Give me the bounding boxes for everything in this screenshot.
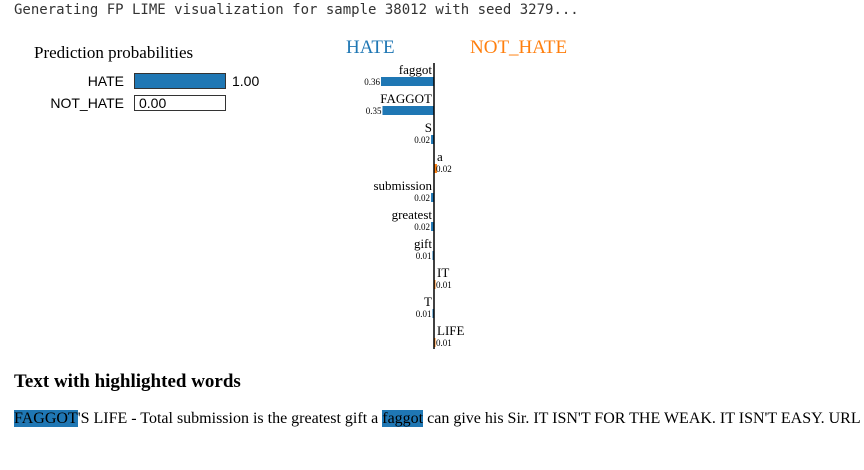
feature-label: IT: [437, 265, 449, 280]
chart-header-hate: HATE: [346, 37, 395, 58]
feature-label: LIFE: [437, 323, 465, 338]
highlighted-text-body: FAGGOT'S LIFE - Total submission is the …: [14, 409, 861, 429]
feature-value-label: 0.02: [414, 135, 430, 145]
feature-bar: [431, 193, 434, 202]
feature-bar: [431, 222, 434, 231]
feature-bar: [381, 77, 434, 86]
chart-header-not-hate: NOT_HATE: [470, 37, 567, 58]
text-segment: 'S LIFE - Total submission is the greate…: [77, 410, 383, 427]
feature-value-label: 0.01: [416, 251, 432, 261]
prediction-bar-fill-hate: [135, 74, 225, 88]
feature-value-label: 0.01: [416, 309, 432, 319]
prediction-value-not-hate: 0.00: [139, 95, 167, 111]
feature-value-label: 0.02: [414, 222, 430, 232]
feature-label: T: [424, 294, 432, 309]
feature-bar: [431, 135, 434, 144]
feature-value-label: 0.36: [364, 77, 380, 87]
feature-value-label: 0.01: [436, 338, 452, 348]
feature-value-label: 0.35: [366, 106, 382, 116]
feature-weight-chart: HATE NOT_HATE faggot0.36FAGGOT0.35S0.02a…: [346, 37, 567, 349]
feature-label: a: [437, 149, 443, 164]
prediction-value-hate: 1.00: [232, 73, 260, 89]
feature-label: S: [425, 120, 432, 135]
log-output-line: Generating FP LIME visualization for sam…: [14, 2, 579, 18]
prediction-label-not-hate: NOT_HATE: [50, 95, 124, 111]
text-segment-highlighted: FAGGOT: [14, 410, 78, 427]
highlighted-text-title: Text with highlighted words: [14, 371, 241, 392]
text-segment-highlighted: faggot: [382, 410, 424, 427]
feature-value-label: 0.02: [414, 193, 430, 203]
prediction-label-hate: HATE: [87, 73, 124, 89]
prediction-probabilities-title: Prediction probabilities: [34, 43, 194, 62]
text-segment: can give his Sir. IT ISN'T FOR THE WEAK.…: [423, 410, 861, 427]
feature-bar: [434, 164, 437, 173]
feature-label: gift: [414, 236, 432, 251]
feature-value-label: 0.01: [436, 280, 452, 290]
feature-label: FAGGOT: [380, 91, 432, 106]
feature-bar: [382, 106, 434, 115]
prediction-bar-hate: [134, 73, 226, 89]
prediction-bar-not-hate: 0.00: [134, 95, 226, 111]
feature-label: faggot: [399, 62, 433, 77]
feature-label: greatest: [392, 207, 433, 222]
feature-value-label: 0.02: [436, 164, 452, 174]
feature-label: submission: [373, 178, 432, 193]
